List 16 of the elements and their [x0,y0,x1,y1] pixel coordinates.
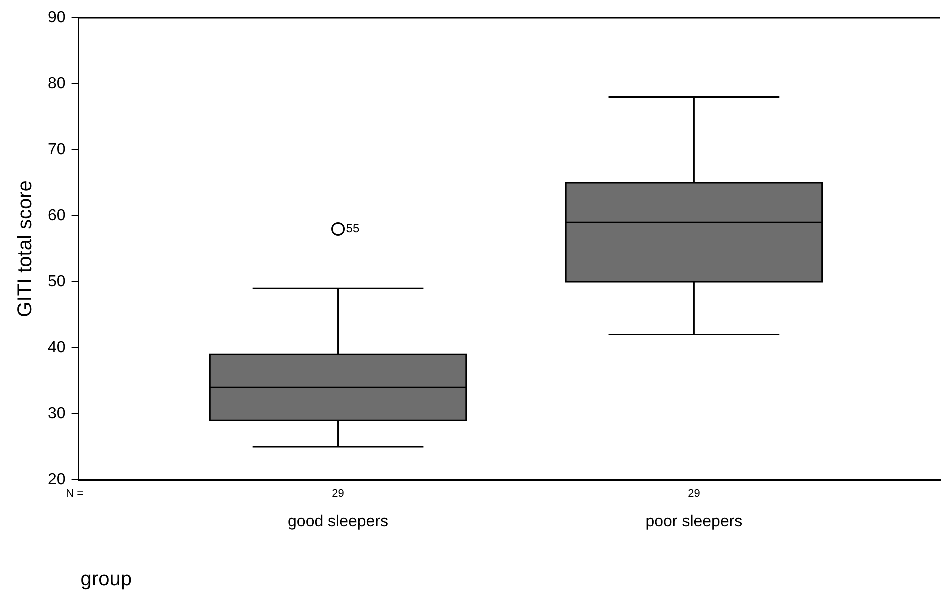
y-tick-label: 40 [48,339,66,356]
y-tick-label: 70 [48,141,66,158]
annotation: 55 [346,222,360,236]
text: N = [66,488,84,500]
x-axis-title: group [80,568,132,591]
y-tick-label: 20 [48,471,66,488]
x-tick-label: poor sleepers [646,513,743,530]
y-tick-label: 80 [48,75,66,92]
x-tick-label: good sleepers [288,513,389,530]
text: 29 [332,488,344,500]
y-tick-label: 90 [48,9,66,26]
y-axis-title: GITI total score [14,180,37,318]
text: 29 [688,488,700,500]
y-tick-label: 60 [48,207,66,224]
y-tick-label: 30 [48,405,66,422]
y-tick-label: 50 [48,273,66,290]
